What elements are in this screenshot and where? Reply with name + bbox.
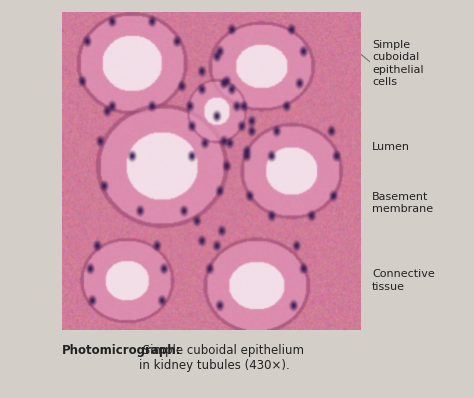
Text: Photomicrograph:: Photomicrograph: xyxy=(62,344,181,357)
Text: Lumen: Lumen xyxy=(372,142,410,152)
Text: Basement
membrane: Basement membrane xyxy=(372,192,433,214)
Text: Simple
cuboidal
epithelial
cells: Simple cuboidal epithelial cells xyxy=(372,40,424,87)
Text: Connective
tissue: Connective tissue xyxy=(372,269,435,292)
Text: Simple cuboidal epithelium
in kidney tubules (430×).: Simple cuboidal epithelium in kidney tub… xyxy=(139,344,304,372)
